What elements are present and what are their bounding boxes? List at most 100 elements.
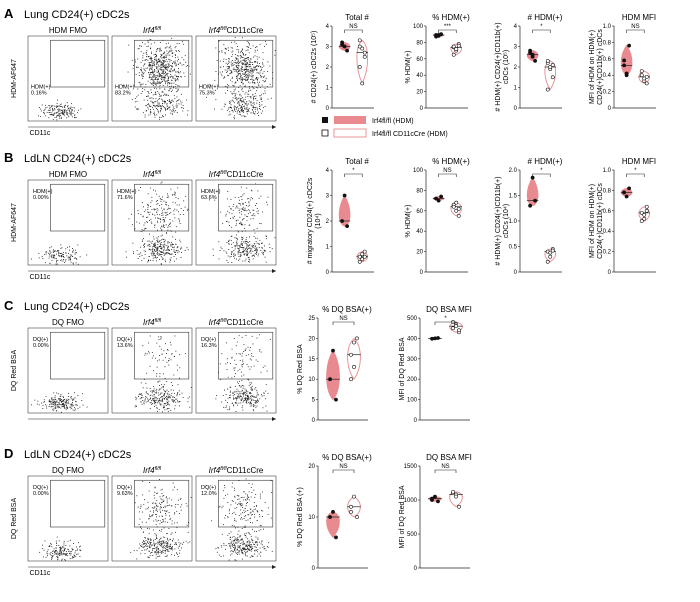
chart-title: DQ BSA MFI: [426, 305, 472, 314]
gate-label: HDM(+): [115, 85, 135, 91]
significance-label: NS: [339, 316, 347, 322]
data-point: [362, 249, 367, 254]
violin-chart: HDM MFI 0 0.2 0.4 0.6 0.8 1.0 MFI of HDM on HDM…: [589, 157, 656, 276]
significance-label: NS: [339, 464, 347, 470]
y-axis-label: % DQ Red BSA: [297, 344, 304, 394]
data-point: [334, 397, 338, 402]
flow-plot-title: Irf4fl/fl: [143, 318, 162, 327]
y-tick-label: 2: [326, 65, 330, 71]
significance-label: NS: [631, 24, 639, 30]
legend-wt-marker: [322, 117, 328, 123]
y-tick-label: 1: [326, 86, 330, 92]
chart-title: # HDM(+): [528, 13, 563, 22]
data-point: [642, 217, 647, 221]
data-point: [642, 212, 647, 217]
data-point: [550, 248, 555, 253]
y-tick-label: 20: [308, 464, 315, 470]
data-point: [436, 33, 441, 37]
gate-label: DQ(+): [201, 337, 216, 343]
gate-percentage: 0.00%: [33, 195, 49, 201]
gate-label: HDM(+): [117, 189, 137, 195]
data-point: [362, 254, 367, 259]
data-point: [644, 204, 649, 209]
flow-plot-title: Irf4fl/flCD11cCre: [209, 466, 264, 475]
flow-y-axis-label: HDM-AF647: [11, 59, 18, 98]
data-point: [454, 47, 459, 51]
violin-chart: % DQ BSA(+) 0 10 20 % DQ Red BSA (+) NS: [297, 453, 372, 572]
significance-label: *: [444, 316, 447, 322]
gate-rectangle: [50, 183, 106, 232]
significance-label: NS: [441, 464, 449, 470]
y-tick-label: 15: [308, 357, 315, 363]
data-point: [436, 198, 441, 203]
data-point: [331, 509, 335, 514]
violin-chart: # HDM(+) 0 1 2 3 4 # HDM(+) CD24(+)CD11b(+)cDC…: [495, 13, 563, 112]
flow-plot-frame: [111, 327, 193, 414]
violin-chart: DQ BSA MFI 0 100 200 300 400 500 MFI of DQ Red …: [399, 305, 472, 424]
gate-rectangle: [134, 39, 190, 88]
y-tick-label: 1000: [404, 498, 418, 504]
violin-chart: Total # 0 1 2 3 4 # CD24(+) cDC2s (10⁵) NS: [311, 13, 374, 112]
violin-chart: % HDM(+) 0 20 40 60 80 100 % HDM(+) ***: [405, 13, 470, 112]
data-point: [451, 489, 455, 494]
y-tick-label: 4: [514, 24, 518, 30]
data-point: [340, 42, 345, 47]
chart-title: % DQ BSA(+): [322, 453, 372, 462]
y-tick-label: 100: [407, 398, 418, 404]
y-tick-label: 1: [326, 245, 330, 251]
gate-percentage: 63.6%: [201, 195, 217, 201]
y-tick-label: 300: [407, 357, 418, 363]
gate-label: DQ(+): [33, 337, 48, 343]
data-point: [360, 252, 365, 257]
data-point: [642, 76, 647, 81]
violin-chart: % HDM(+) 0 20 40 60 80 100 % HDM(+) NS: [405, 157, 470, 276]
gate-percentage: 0.16%: [31, 91, 47, 97]
arrowhead: [272, 565, 276, 569]
y-tick-label: 1.5: [509, 194, 518, 200]
chart-title: % DQ BSA(+): [322, 305, 372, 314]
flow-plot: Irf4fl/fl DQ(+)13.6%: [111, 318, 193, 414]
flow-dots: [209, 183, 276, 263]
gate-rectangle: [218, 39, 274, 88]
significance-label: NS: [349, 24, 357, 30]
data-point: [528, 203, 533, 208]
arrowhead: [272, 417, 276, 421]
flow-plot: HDM FMO HDM(+)0.16%: [27, 26, 109, 122]
y-axis-label: # HDM(+) CD24(+)CD11b(+)cDCs (10⁴): [495, 176, 510, 265]
data-point: [639, 69, 644, 74]
data-point: [528, 50, 533, 55]
data-point: [360, 46, 365, 51]
panel-title: Lung CD24(+) cDC2s: [24, 301, 130, 313]
legend-wt-label: Irf4fl/fl (HDM): [372, 118, 414, 125]
flow-plot-frame: [27, 475, 109, 562]
gate-label: DQ(+): [201, 485, 216, 491]
flow-plot-title: Irf4fl/fl: [143, 26, 162, 35]
flow-plot-title: Irf4fl/fl: [143, 466, 162, 475]
significance-bracket: [438, 29, 457, 33]
data-point: [349, 504, 353, 509]
flow-y-axis-label: DQ Red BSA: [11, 350, 18, 392]
data-point: [457, 328, 461, 333]
y-axis-label: MFI of DQ Red BSA: [399, 485, 406, 548]
data-point: [622, 58, 627, 63]
gate-label: HDM(+): [199, 85, 219, 91]
data-point: [342, 44, 347, 49]
data-point: [331, 348, 335, 353]
data-point: [362, 54, 367, 59]
flow-y-axis-label: HDM-AF647: [11, 203, 18, 242]
y-tick-label: 20: [308, 336, 315, 342]
y-tick-label: 4: [326, 24, 330, 30]
flow-plot: Irf4fl/flCD11cCre HDM(+)75.3%: [195, 26, 277, 122]
flow-plot-frame: [195, 327, 277, 414]
y-tick-label: 25: [308, 316, 315, 322]
data-point: [456, 206, 461, 211]
y-tick-label: 200: [407, 377, 418, 383]
chart-title: Total #: [345, 13, 369, 22]
y-tick-label: 0.4: [603, 229, 612, 235]
panel-a: A Lung CD24(+) cDC2s HDM-AF647 HDM FMO HDM(+…: [4, 6, 656, 137]
flow-y-axis-label: DQ Red BSA: [11, 498, 18, 540]
gate-percentage: 16.3%: [201, 343, 217, 349]
flow-plot: Irf4fl/flCD11cCre DQ(+)12.0%: [195, 466, 277, 562]
y-tick-label: 3: [326, 45, 330, 51]
